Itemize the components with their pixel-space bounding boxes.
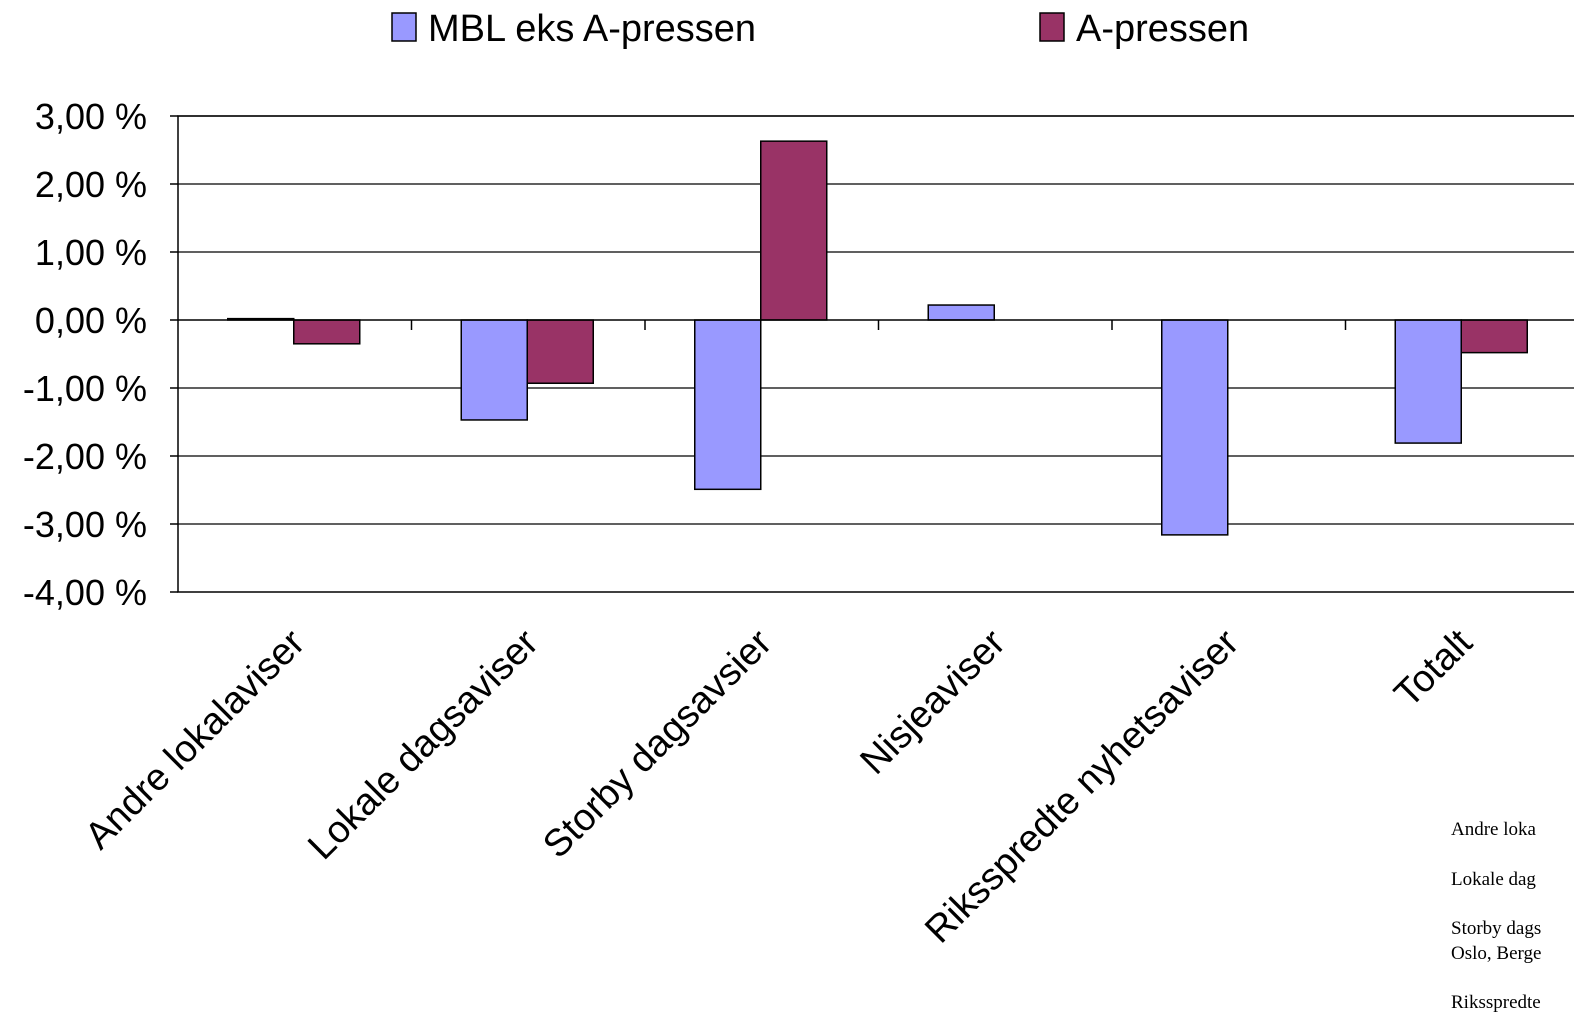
note-line: Oslo, Berge <box>1451 943 1542 964</box>
note-line: Andre loka <box>1451 819 1536 840</box>
legend-swatch-mbl <box>391 12 417 42</box>
x-category-label: Totalt <box>1387 621 1481 715</box>
y-tick-label: 3,00 % <box>35 96 147 137</box>
axes <box>177 115 1574 593</box>
y-axis-labels: 3,00 % 2,00 % 1,00 % 0,00 % -1,00 % -2,00 % -3… <box>23 96 147 613</box>
legend-swatch-apressen <box>1039 12 1065 42</box>
x-category-label: Storby dagsavsier <box>535 621 780 866</box>
bar <box>460 319 528 421</box>
plot-area-border <box>177 115 1574 593</box>
bar <box>1161 319 1229 536</box>
bar <box>1460 319 1528 354</box>
y-tick-label: -4,00 % <box>23 572 147 613</box>
bar <box>694 319 762 491</box>
x-category-label: Andre lokalaviser <box>77 621 313 857</box>
bar <box>927 304 995 321</box>
y-tick-label: -3,00 % <box>23 504 147 545</box>
legend-label-apressen: A-pressen <box>1076 8 1249 50</box>
y-tick-label: 0,00 % <box>35 300 147 341</box>
bar <box>526 319 594 384</box>
legend-label-mbl: MBL eks A-pressen <box>428 8 756 50</box>
note-line: Storby dags <box>1451 918 1542 939</box>
x-category-label: Lokale dagsaviser <box>300 621 547 868</box>
note-line: Lokale dag <box>1451 869 1536 890</box>
y-tick-label: 1,00 % <box>35 232 147 273</box>
note-line: Riksspredte <box>1451 992 1541 1013</box>
bar <box>293 319 361 345</box>
gridlines <box>170 115 1574 593</box>
y-tick-label: -2,00 % <box>23 436 147 477</box>
y-tick-label: -1,00 % <box>23 368 147 409</box>
y-tick-label: 2,00 % <box>35 164 147 205</box>
bar <box>760 140 828 321</box>
bars <box>227 140 1528 536</box>
bar <box>1394 319 1462 444</box>
x-category-label: Nisjeaviser <box>853 621 1014 782</box>
legend: MBL eks A-pressen A-pressen <box>391 8 1249 50</box>
